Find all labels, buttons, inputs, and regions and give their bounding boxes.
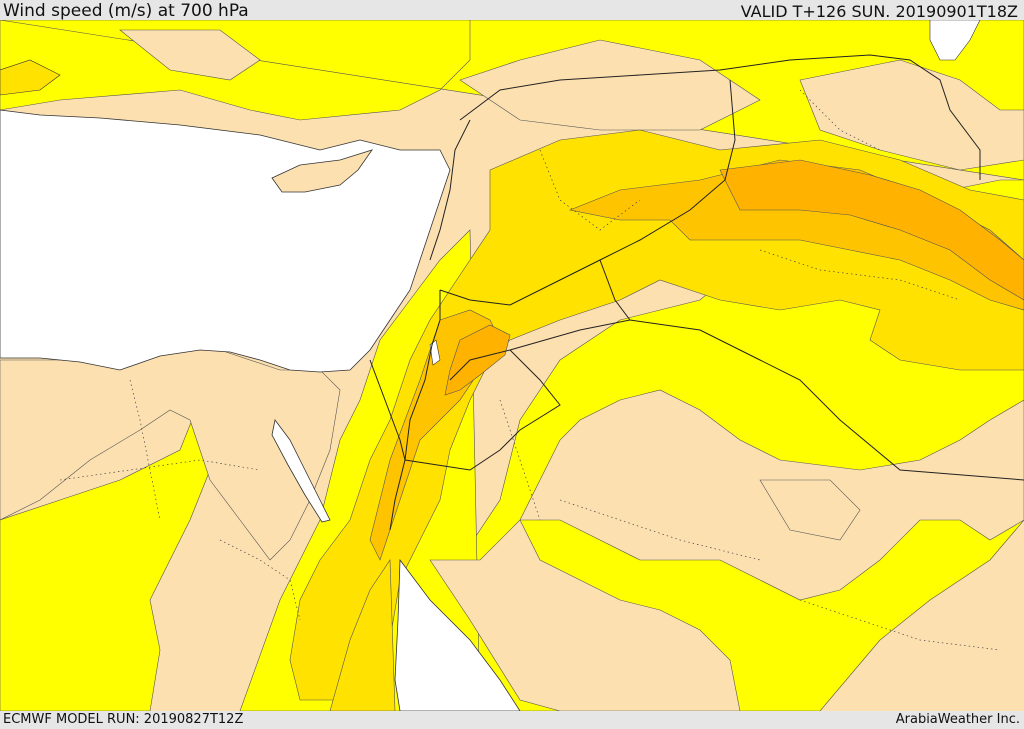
black-sea-corner [929, 20, 981, 61]
valid-time: VALID T+126 SUN. 20190901T18Z [740, 2, 1018, 21]
wind-speed-map[interactable] [0, 20, 1024, 711]
footer-bar: ECMWF MODEL RUN: 20190827T12Z ArabiaWeat… [0, 711, 1024, 729]
crete-island [0, 59, 61, 96]
calm-land-patches [0, 29, 1024, 711]
red-sea [394, 558, 521, 711]
dead-sea [429, 339, 441, 366]
wind-band-4 [444, 159, 1024, 396]
model-run: ECMWF MODEL RUN: 20190827T12Z [3, 712, 244, 727]
header-bar: Wind speed (m/s) at 700 hPa VALID T+126 … [0, 0, 1024, 21]
country-borders [369, 54, 1024, 531]
cyprus-island [271, 149, 374, 193]
credit-label: ArabiaWeather Inc. [895, 712, 1020, 727]
map-title: Wind speed (m/s) at 700 hPa [3, 1, 249, 21]
province-lines [59, 89, 1001, 651]
gulf-of-suez [271, 419, 331, 523]
